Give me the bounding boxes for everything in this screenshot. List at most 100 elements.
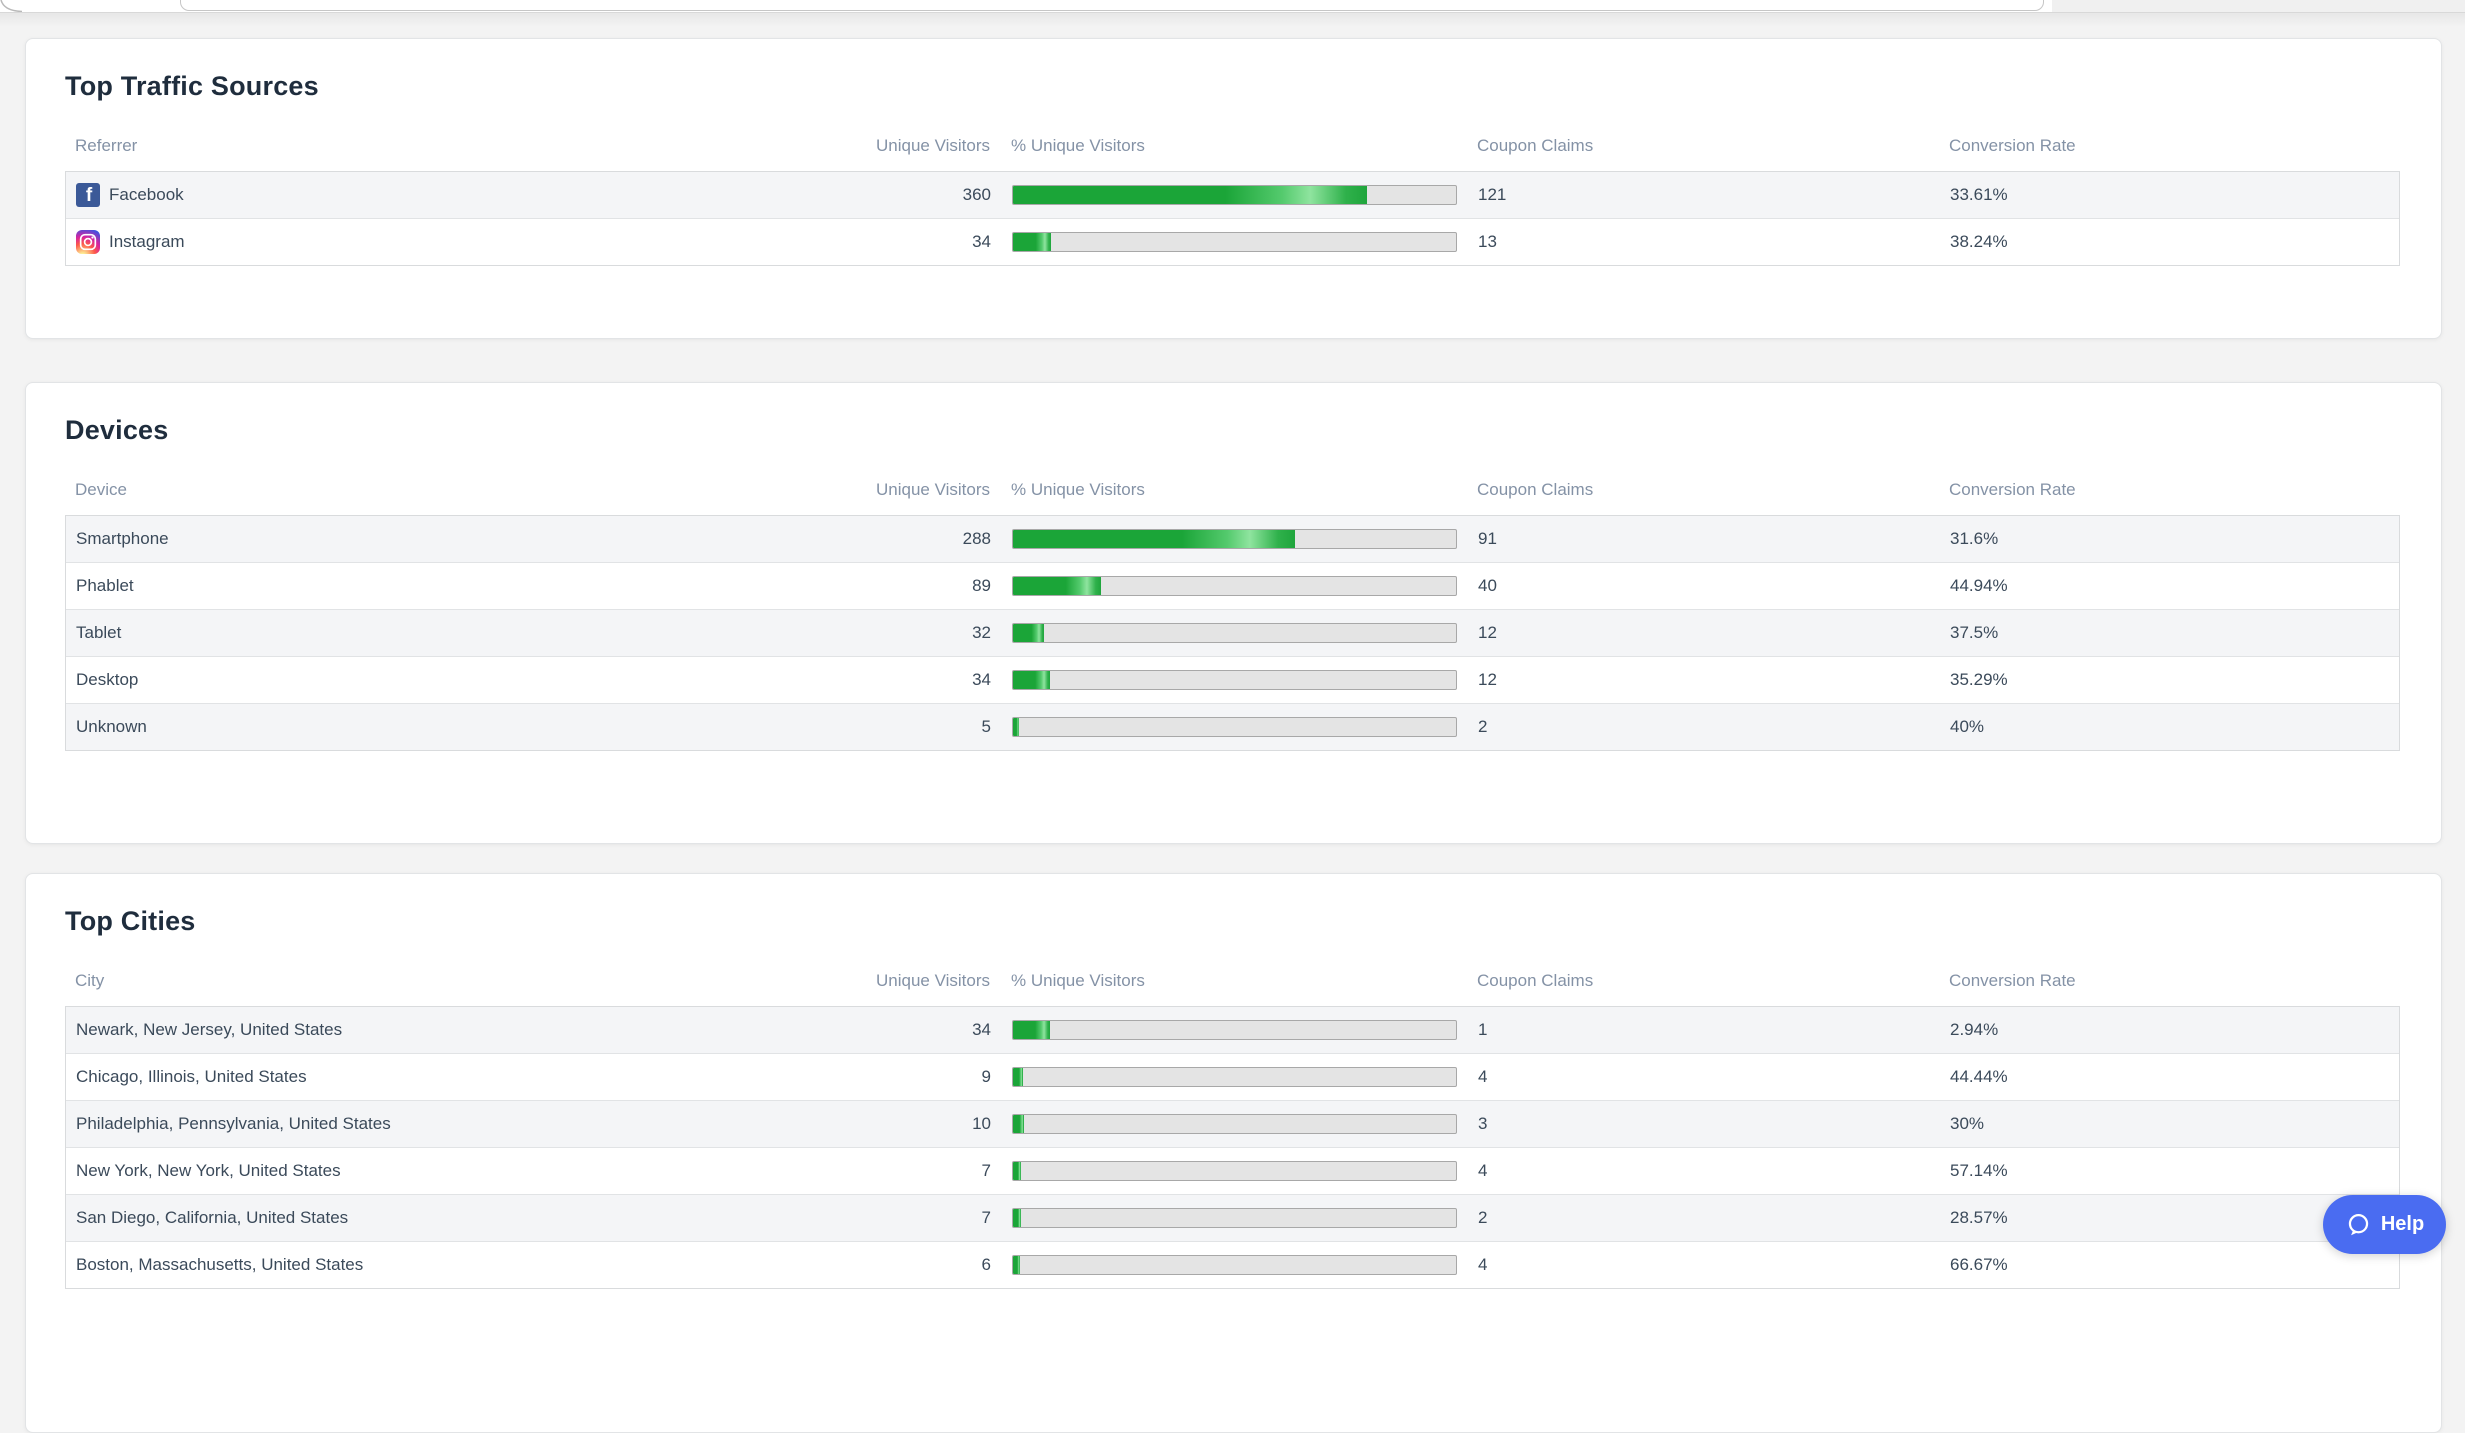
column-header-conversion-rate: Conversion Rate: [1949, 971, 2076, 990]
row-label: Desktop: [76, 670, 139, 689]
column-header-unique-visitors: Unique Visitors: [876, 971, 991, 990]
table-row: Chicago, Illinois, United States 9 4 44.…: [66, 1053, 2399, 1100]
pct-unique-visitors-bar: [1012, 1114, 1457, 1134]
row-label: New York, New York, United States: [76, 1161, 341, 1180]
unique-visitors-value: 6: [981, 1255, 991, 1274]
unique-visitors-value: 10: [972, 1114, 991, 1133]
pct-unique-visitors-bar-fill: [1013, 1162, 1021, 1180]
pct-unique-visitors-bar-fill: [1013, 1209, 1021, 1227]
pct-unique-visitors-bar-fill: [1013, 577, 1102, 595]
conversion-rate-value: 35.29%: [1950, 670, 2008, 689]
conversion-rate-value: 44.44%: [1950, 1067, 2008, 1086]
column-header-pct-unique-visitors: % Unique Visitors: [1011, 971, 1145, 990]
coupon-claims-value: 1: [1478, 1020, 1488, 1039]
coupon-claims-value: 4: [1478, 1161, 1488, 1180]
table-row: Desktop 34 12 35.29%: [66, 656, 2399, 703]
unique-visitors-value: 288: [962, 529, 991, 548]
column-header-conversion-rate: Conversion Rate: [1949, 136, 2076, 155]
conversion-rate-value: 31.6%: [1950, 529, 1999, 548]
coupon-claims-value: 4: [1478, 1067, 1488, 1086]
table-body: Newark, New Jersey, United States 34 1 2…: [65, 1006, 2400, 1289]
row-label: Chicago, Illinois, United States: [76, 1067, 307, 1086]
column-header-referrer: Referrer: [75, 136, 138, 155]
row-label: Boston, Massachusetts, United States: [76, 1255, 364, 1274]
conversion-rate-value: 57.14%: [1950, 1161, 2008, 1180]
table-body: f Facebook 360 121 33.61% Instagram 34 1…: [65, 171, 2400, 266]
row-label: Tablet: [76, 623, 122, 642]
pct-unique-visitors-bar: [1012, 1067, 1457, 1087]
column-header-pct-unique-visitors: % Unique Visitors: [1011, 480, 1145, 499]
pct-unique-visitors-bar-fill: [1013, 718, 1019, 736]
row-label: Unknown: [76, 717, 147, 736]
conversion-rate-value: 37.5%: [1950, 623, 1999, 642]
column-header-pct-unique-visitors: % Unique Visitors: [1011, 136, 1145, 155]
report-card: Top Cities City Unique Visitors % Unique…: [25, 873, 2442, 1433]
coupon-claims-value: 91: [1478, 529, 1497, 548]
pct-unique-visitors-bar: [1012, 232, 1457, 252]
unique-visitors-value: 5: [981, 717, 991, 736]
unique-visitors-value: 89: [972, 576, 991, 595]
unique-visitors-value: 34: [972, 670, 991, 689]
coupon-claims-value: 4: [1478, 1255, 1488, 1274]
unique-visitors-value: 7: [981, 1208, 991, 1227]
help-button[interactable]: Help: [2323, 1195, 2446, 1254]
pct-unique-visitors-bar-fill: [1013, 624, 1045, 642]
column-header-coupon-claims: Coupon Claims: [1477, 971, 1594, 990]
report-card: Top Traffic Sources Referrer Unique Visi…: [25, 38, 2442, 339]
pct-unique-visitors-bar-fill: [1013, 671, 1051, 689]
table-body: Smartphone 288 91 31.6% Phablet 89 40 44…: [65, 515, 2400, 751]
table-header: Device Unique Visitors % Unique Visitors…: [65, 465, 2401, 515]
help-button-label: Help: [2380, 1213, 2425, 1235]
browser-chrome: [0, 0, 2465, 13]
coupon-claims-value: 3: [1478, 1114, 1488, 1133]
analytics-dashboard: Top Traffic Sources Referrer Unique Visi…: [0, 12, 2465, 1433]
card-title: Top Traffic Sources: [65, 71, 319, 101]
pct-unique-visitors-bar: [1012, 576, 1457, 596]
table-row: Instagram 34 13 38.24%: [66, 218, 2399, 265]
row-label: Newark, New Jersey, United States: [76, 1020, 343, 1039]
coupon-claims-value: 12: [1478, 670, 1497, 689]
pct-unique-visitors-bar: [1012, 670, 1457, 690]
pct-unique-visitors-bar: [1012, 529, 1457, 549]
pct-unique-visitors-bar-fill: [1013, 1068, 1024, 1086]
conversion-rate-value: 30%: [1950, 1114, 1985, 1133]
card-title: Devices: [65, 415, 169, 445]
column-header-coupon-claims: Coupon Claims: [1477, 480, 1594, 499]
coupon-claims-value: 121: [1478, 185, 1507, 204]
chrome-right-panel: [2052, 0, 2465, 12]
report-card: Devices Device Unique Visitors % Unique …: [25, 382, 2442, 844]
card-title: Top Cities: [65, 906, 196, 936]
row-label: Instagram: [109, 232, 185, 251]
column-header-unique-visitors: Unique Visitors: [876, 136, 991, 155]
pct-unique-visitors-bar: [1012, 1161, 1457, 1181]
pct-unique-visitors-bar: [1012, 1020, 1457, 1040]
instagram-icon: [76, 230, 100, 254]
pct-unique-visitors-bar: [1012, 623, 1457, 643]
unique-visitors-value: 32: [972, 623, 991, 642]
row-label: Facebook: [109, 185, 184, 204]
conversion-rate-value: 33.61%: [1950, 185, 2008, 204]
conversion-rate-value: 28.57%: [1950, 1208, 2008, 1227]
conversion-rate-value: 66.67%: [1950, 1255, 2008, 1274]
coupon-claims-value: 2: [1478, 1208, 1488, 1227]
coupon-claims-value: 13: [1478, 232, 1497, 251]
table-row: New York, New York, United States 7 4 57…: [66, 1147, 2399, 1194]
conversion-rate-value: 40%: [1950, 717, 1985, 736]
tab-corner-icon: [0, 0, 23, 12]
unique-visitors-value: 34: [972, 232, 991, 251]
table-row: Newark, New Jersey, United States 34 1 2…: [66, 1007, 2399, 1053]
address-bar[interactable]: [180, 0, 2044, 11]
unique-visitors-value: 34: [972, 1020, 991, 1039]
coupon-claims-value: 12: [1478, 623, 1497, 642]
pct-unique-visitors-bar-fill: [1013, 1256, 1020, 1274]
table-row: Boston, Massachusetts, United States 6 4…: [66, 1241, 2399, 1288]
unique-visitors-value: 7: [981, 1161, 991, 1180]
table-header: Referrer Unique Visitors % Unique Visito…: [65, 121, 2401, 171]
pct-unique-visitors-bar: [1012, 717, 1457, 737]
conversion-rate-value: 44.94%: [1950, 576, 2008, 595]
unique-visitors-value: 360: [962, 185, 991, 204]
pct-unique-visitors-bar: [1012, 185, 1457, 205]
conversion-rate-value: 2.94%: [1950, 1020, 1999, 1039]
coupon-claims-value: 40: [1478, 576, 1497, 595]
table-row: Unknown 5 2 40%: [66, 703, 2399, 750]
